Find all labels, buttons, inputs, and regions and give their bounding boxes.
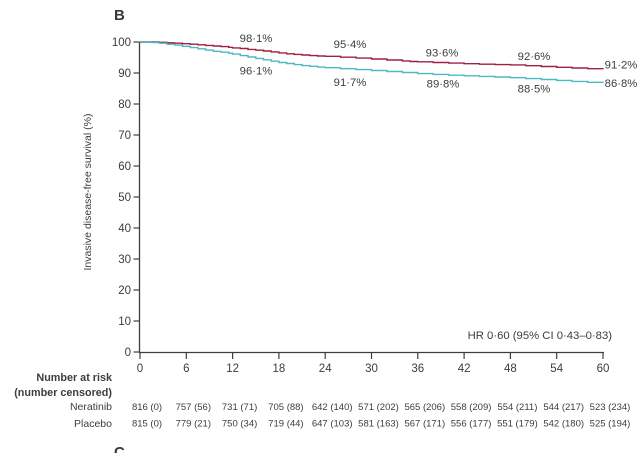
survival-label-placebo: 89·8%	[427, 79, 460, 91]
survival-label-placebo: 88·5%	[518, 84, 551, 96]
y-tick-label: 20	[118, 285, 131, 297]
risk-cell-neratinib-m42: 558 (209)	[451, 402, 492, 413]
survival-label-placebo: 86·8%	[605, 78, 638, 90]
x-tick-label: 42	[458, 363, 471, 375]
km-curve-placebo	[140, 41, 604, 83]
risk-cell-placebo-m24: 647 (103)	[312, 419, 353, 430]
risk-cell-placebo-m42: 556 (177)	[451, 419, 492, 430]
risk-cell-neratinib-m36: 565 (206)	[404, 402, 445, 413]
survival-label-neratinib: 93·6%	[426, 48, 459, 60]
risk-cell-neratinib-m24: 642 (140)	[312, 402, 353, 413]
y-tick-label: 70	[118, 130, 131, 142]
y-tick-label: 40	[118, 223, 131, 235]
x-tick-label: 36	[411, 363, 424, 375]
risk-row-label-neratinib: Neratinib	[69, 401, 112, 413]
risk-cell-placebo-m12: 750 (34)	[222, 419, 257, 430]
x-tick-label: 12	[226, 363, 239, 375]
risk-cell-neratinib-m54: 544 (217)	[543, 402, 584, 413]
y-tick-label: 0	[125, 347, 131, 359]
y-tick-label: 10	[118, 316, 131, 328]
number-at-risk-header: Number at risk	[36, 372, 112, 384]
risk-cell-placebo-m48: 551 (179)	[497, 419, 538, 430]
y-tick-label: 100	[112, 37, 131, 49]
survival-label-placebo: 96·1%	[240, 66, 273, 78]
y-tick-label: 30	[118, 254, 131, 266]
risk-cell-neratinib-m30: 571 (202)	[358, 402, 399, 413]
risk-cell-neratinib-m6: 757 (56)	[176, 402, 211, 413]
y-tick-label: 80	[118, 99, 131, 111]
x-tick-label: 54	[550, 363, 563, 375]
x-tick-label: 18	[273, 363, 286, 375]
x-tick-label: 6	[183, 363, 189, 375]
y-tick-label: 50	[118, 192, 131, 204]
y-tick-label: 90	[118, 68, 131, 80]
survival-label-neratinib: 91·2%	[605, 60, 638, 72]
panel-label-c: C	[114, 444, 125, 453]
risk-cell-placebo-m30: 581 (163)	[358, 419, 399, 430]
survival-label-neratinib: 92·6%	[518, 51, 551, 63]
x-tick-label: 0	[137, 363, 143, 375]
risk-cell-placebo-m60: 525 (194)	[590, 419, 631, 430]
x-tick-label: 30	[365, 363, 378, 375]
survival-label-neratinib: 95·4%	[334, 39, 367, 51]
risk-cell-placebo-m18: 719 (44)	[268, 419, 303, 430]
risk-cell-neratinib-m12: 731 (71)	[222, 402, 257, 413]
km-curve-neratinib	[140, 41, 604, 70]
y-tick-label: 60	[118, 161, 131, 173]
x-tick-label: 24	[319, 363, 332, 375]
risk-cell-neratinib-m60: 523 (234)	[590, 402, 631, 413]
hazard-ratio-annotation: HR 0·60 (95% CI 0·43–0·83)	[467, 330, 612, 342]
survival-label-neratinib: 98·1%	[240, 33, 273, 45]
risk-row-label-placebo: Placebo	[74, 417, 112, 430]
risk-cell-placebo-m36: 567 (171)	[404, 419, 445, 430]
risk-cell-placebo-m0: 815 (0)	[132, 419, 162, 430]
risk-cell-placebo-m6: 779 (21)	[176, 419, 211, 430]
risk-cell-placebo-m54: 542 (180)	[543, 419, 584, 430]
risk-cell-neratinib-m48: 554 (211)	[497, 402, 537, 413]
number-censored-subheader: (number censored)	[14, 387, 112, 399]
x-tick-label: 60	[597, 363, 610, 375]
panel-label-b: B	[114, 7, 125, 24]
risk-cell-neratinib-m0: 816 (0)	[132, 402, 162, 413]
risk-cell-neratinib-m18: 705 (88)	[268, 402, 303, 413]
x-tick-label: 48	[504, 363, 517, 375]
survival-label-placebo: 91·7%	[334, 77, 367, 89]
